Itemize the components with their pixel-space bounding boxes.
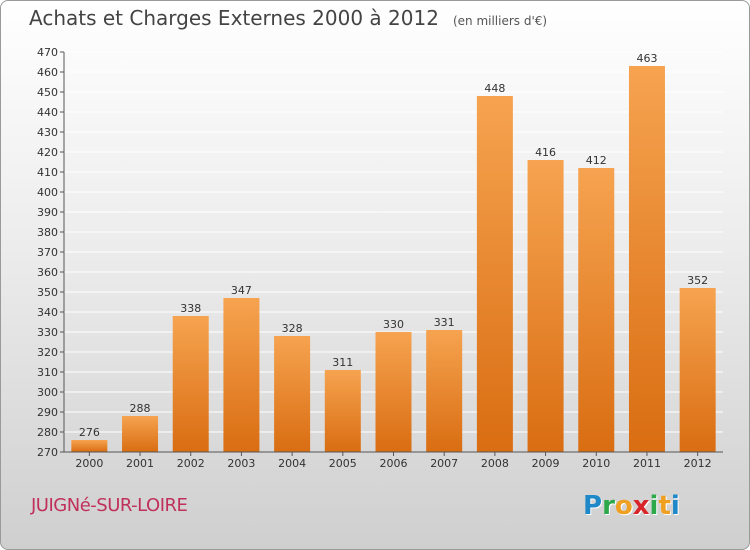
bar <box>426 330 463 452</box>
title-text: Achats et Charges Externes 2000 à 2012 <box>29 6 439 30</box>
bar <box>71 440 108 452</box>
commune-name: JUIGNé-SUR-LOIRE <box>31 495 188 516</box>
x-tick-label: 2006 <box>380 457 408 470</box>
bar-value-label: 412 <box>586 154 607 167</box>
y-tick-label: 470 <box>37 46 58 59</box>
y-tick-label: 330 <box>37 326 58 339</box>
proxiti-logo[interactable]: Proxiti <box>583 491 680 521</box>
bar-value-label: 347 <box>231 284 252 297</box>
bar <box>274 336 311 452</box>
y-tick-label: 390 <box>37 206 58 219</box>
y-tick-label: 430 <box>37 126 58 139</box>
bar-value-label: 288 <box>130 402 151 415</box>
bar-value-label: 331 <box>434 316 455 329</box>
x-tick-label: 2001 <box>126 457 154 470</box>
y-axis: 270 280 290 300 310 320 330 340 350 360 370 380 390 4… <box>37 46 65 459</box>
logo-letter: i <box>649 491 659 521</box>
y-tick-label: 450 <box>37 86 58 99</box>
x-tick-label: 2008 <box>481 457 509 470</box>
y-tick-label: 420 <box>37 146 58 159</box>
bar <box>172 316 209 452</box>
bar-value-label: 276 <box>79 426 100 439</box>
x-tick-label: 2000 <box>75 457 103 470</box>
bar-value-label: 328 <box>282 322 303 335</box>
logo-letter: o <box>614 491 633 521</box>
y-tick-label: 270 <box>37 446 58 459</box>
bar-value-label: 352 <box>687 274 708 287</box>
bar <box>476 96 513 452</box>
x-tick-label: 2009 <box>532 457 560 470</box>
y-tick-label: 460 <box>37 66 58 79</box>
x-tick-label: 2007 <box>430 457 458 470</box>
x-tick-label: 2002 <box>177 457 205 470</box>
y-tick-label: 380 <box>37 226 58 239</box>
logo-letter: t <box>658 491 671 521</box>
bar <box>122 416 159 452</box>
x-tick-label: 2004 <box>278 457 306 470</box>
logo-letter: r <box>602 491 615 521</box>
bar <box>375 332 412 452</box>
y-tick-label: 370 <box>37 246 58 259</box>
bar-value-label: 463 <box>636 52 657 65</box>
bar <box>679 288 716 452</box>
bar <box>223 298 260 452</box>
y-tick-label: 350 <box>37 286 58 299</box>
y-tick-label: 360 <box>37 266 58 279</box>
y-tick-label: 440 <box>37 106 58 119</box>
y-tick-label: 300 <box>37 386 58 399</box>
x-tick-label: 2010 <box>582 457 610 470</box>
bar <box>628 66 665 452</box>
y-tick-label: 340 <box>37 306 58 319</box>
y-tick-label: 400 <box>37 186 58 199</box>
bar-value-label: 330 <box>383 318 404 331</box>
x-tick-label: 2005 <box>329 457 357 470</box>
logo-letter: i <box>670 491 680 521</box>
y-tick-label: 280 <box>37 426 58 439</box>
x-tick-label: 2003 <box>227 457 255 470</box>
bar <box>527 160 564 452</box>
bar-value-label: 416 <box>535 146 556 159</box>
y-tick-label: 310 <box>37 366 58 379</box>
y-tick-label: 290 <box>37 406 58 419</box>
y-tick-label: 320 <box>37 346 58 359</box>
x-tick-label: 2012 <box>684 457 712 470</box>
bar-value-label: 448 <box>484 82 505 95</box>
bar <box>578 168 615 452</box>
bar-value-label: 338 <box>180 302 201 315</box>
bar <box>324 370 361 452</box>
bar-value-label: 311 <box>332 356 353 369</box>
chart-title: Achats et Charges Externes 2000 à 2012 (e… <box>29 6 547 30</box>
unit-label: (en milliers d'€) <box>452 14 548 28</box>
logo-letter: P <box>583 491 603 521</box>
x-axis: 2000 2001 2002 2003 2004 2005 2006 2007 2008 2009… <box>64 451 723 470</box>
logo-letter: x <box>632 491 650 521</box>
y-tick-label: 410 <box>37 166 58 179</box>
x-tick-label: 2011 <box>633 457 661 470</box>
bars: 276 288 338 347 328 311 330 331 448 416 412 463 352 <box>71 52 716 452</box>
